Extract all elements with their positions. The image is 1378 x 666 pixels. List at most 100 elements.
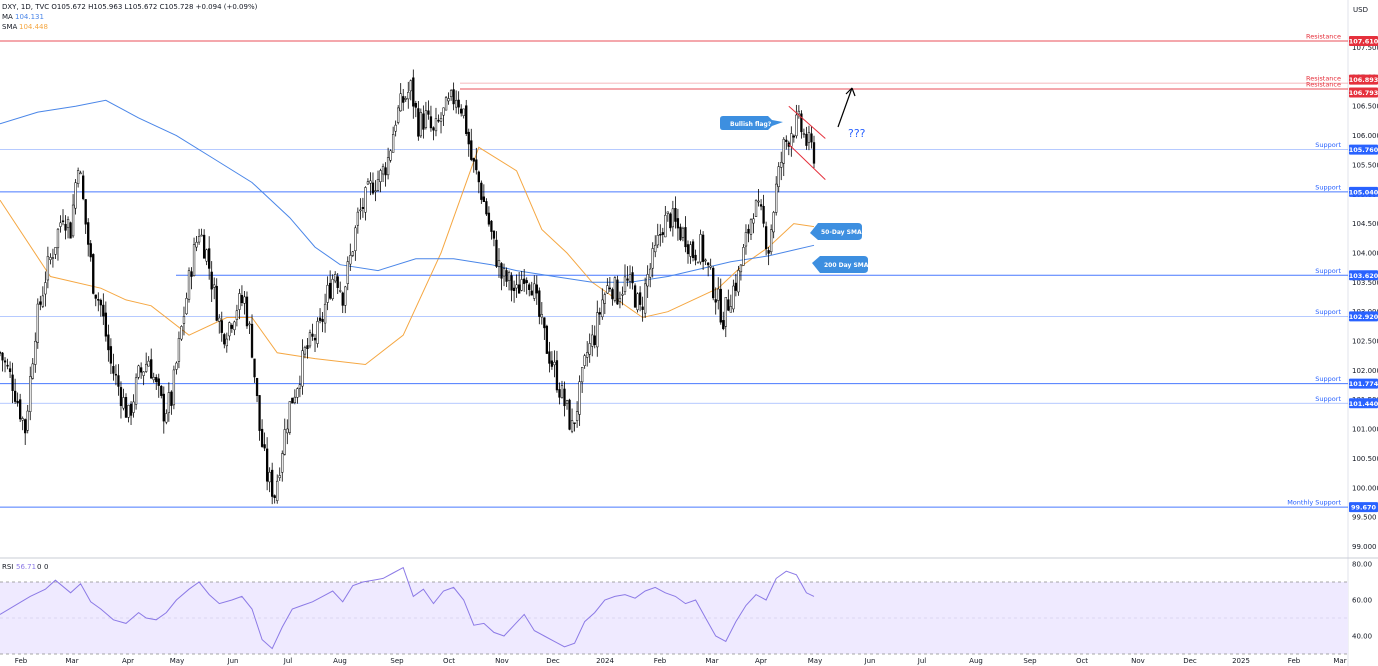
time-tick-label: Feb bbox=[15, 657, 28, 665]
candle-body bbox=[298, 384, 302, 389]
candle-body bbox=[328, 282, 332, 299]
candle-body bbox=[737, 270, 740, 293]
candle-body bbox=[631, 272, 634, 284]
horizontal-levels[interactable]: ResistanceResistanceResistanceSupportSup… bbox=[0, 33, 1348, 508]
candle-body bbox=[260, 428, 264, 447]
candle-body bbox=[510, 275, 513, 291]
candle-body bbox=[523, 278, 526, 284]
candle-body bbox=[215, 285, 218, 321]
time-tick-label: Nov bbox=[1131, 657, 1145, 665]
price-tick-label: 102.500 bbox=[1352, 338, 1378, 346]
candle-body bbox=[439, 117, 443, 122]
candle-body bbox=[717, 288, 720, 301]
candle-body bbox=[616, 279, 619, 305]
candle-body bbox=[64, 223, 67, 231]
time-tick-label: Jun bbox=[227, 657, 239, 665]
candle-body bbox=[792, 135, 795, 138]
level-tag-text: 105.040 bbox=[1349, 188, 1378, 196]
rsi-extra-1: 0 bbox=[37, 563, 41, 571]
sma-value: 104.448 bbox=[19, 23, 48, 31]
candle-body bbox=[427, 110, 430, 115]
candle-body bbox=[449, 90, 453, 97]
candle-body bbox=[44, 282, 47, 295]
candle-body bbox=[669, 213, 672, 229]
candle-body bbox=[399, 93, 402, 112]
time-tick-label: Sep bbox=[390, 657, 404, 665]
level-tag-text: 105.760 bbox=[1349, 146, 1378, 154]
candle-body bbox=[812, 142, 816, 164]
candle-body bbox=[3, 360, 7, 363]
candle-body bbox=[591, 334, 594, 347]
candle-body bbox=[810, 133, 813, 143]
candle-body bbox=[570, 420, 574, 432]
candle-body bbox=[460, 108, 463, 114]
candle-body bbox=[722, 320, 725, 330]
candle-body bbox=[495, 239, 498, 267]
candle-body bbox=[59, 222, 62, 227]
candle-body bbox=[397, 107, 400, 123]
candle-body bbox=[94, 294, 97, 299]
candle-body bbox=[306, 345, 309, 349]
candle-body bbox=[747, 228, 750, 234]
time-tick-label: Feb bbox=[1288, 657, 1301, 665]
time-axis[interactable]: Feb Mar Apr May Jun Jul Aug Sep Oct Nov Dec 2024 Feb… bbox=[15, 657, 1347, 665]
candle-body bbox=[1, 352, 4, 361]
candle-body bbox=[240, 295, 244, 304]
level-tag-bg bbox=[1349, 74, 1378, 85]
candle-body bbox=[281, 453, 284, 473]
candle-body bbox=[248, 323, 251, 326]
candle-body bbox=[517, 284, 521, 294]
symbol-info: DXY, 1D, TVC O105.672 H105.963 L105.672 … bbox=[2, 3, 258, 11]
candle-body bbox=[361, 206, 365, 209]
candle-body bbox=[137, 365, 140, 378]
candle-body bbox=[157, 378, 160, 386]
candle-body bbox=[606, 285, 609, 294]
candle-body bbox=[109, 346, 113, 364]
candle-body bbox=[107, 334, 110, 351]
candle-body bbox=[437, 119, 440, 122]
candle-body bbox=[99, 299, 102, 306]
sma50-callout: 50-Day SMA bbox=[810, 223, 862, 240]
candle-body bbox=[636, 293, 639, 311]
candle-body bbox=[553, 361, 556, 366]
candle-body bbox=[349, 255, 352, 265]
time-tick-label: Sep bbox=[1023, 657, 1037, 665]
candle-body bbox=[417, 108, 420, 137]
projection-arrow bbox=[837, 87, 856, 128]
candle-body bbox=[97, 299, 100, 301]
candle-body bbox=[651, 248, 654, 269]
time-tick-label: Aug bbox=[969, 657, 983, 665]
price-tick-label: 102.000 bbox=[1352, 367, 1378, 375]
candle-body bbox=[54, 247, 57, 255]
candle-body bbox=[386, 157, 390, 176]
candle-body bbox=[102, 304, 105, 317]
candle-body bbox=[308, 332, 312, 347]
candle-body bbox=[583, 355, 586, 366]
flag-upper-line bbox=[788, 105, 826, 139]
candle-body bbox=[129, 403, 133, 416]
candle-body bbox=[61, 220, 65, 223]
level-tag-text: 101.440 bbox=[1349, 400, 1378, 408]
candle-body bbox=[21, 418, 24, 421]
level-tag-bg bbox=[1349, 186, 1378, 197]
candle-body bbox=[696, 261, 700, 264]
candle-body bbox=[389, 150, 392, 161]
candle-body bbox=[255, 378, 259, 397]
candle-body bbox=[492, 230, 496, 239]
candle-body bbox=[646, 274, 649, 287]
candle-body bbox=[621, 293, 624, 296]
candle-body bbox=[271, 469, 274, 497]
candle-body bbox=[187, 270, 191, 300]
candle-body bbox=[598, 312, 601, 315]
level-tag-text: 102.920 bbox=[1349, 313, 1378, 321]
candle-body bbox=[777, 166, 780, 187]
candle-body bbox=[742, 247, 745, 266]
level-label: Support bbox=[1315, 141, 1341, 149]
candle-body bbox=[505, 270, 508, 282]
candle-body bbox=[223, 334, 226, 345]
candle-body bbox=[119, 387, 123, 406]
candle-body bbox=[39, 301, 42, 305]
candle-body bbox=[175, 362, 178, 370]
price-tick-label: 104.500 bbox=[1352, 220, 1378, 228]
